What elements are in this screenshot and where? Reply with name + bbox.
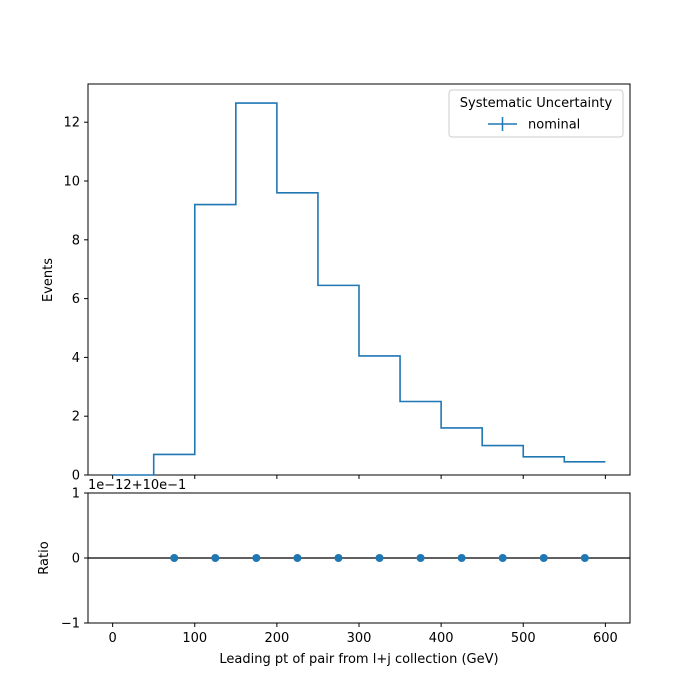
x-tick-label: 300 (347, 631, 372, 646)
main-y-tick-label: 10 (63, 175, 80, 190)
ratio-point (170, 554, 179, 562)
ratio-point (498, 554, 507, 562)
legend-box (448, 89, 624, 138)
main-y-tick-label: 6 (72, 292, 80, 307)
ratio-y-axis-label: Ratio (37, 541, 52, 574)
ratio-point (334, 554, 343, 562)
main-plot-frame (87, 83, 631, 476)
legend-marker-nominal (488, 117, 517, 131)
ratio-point (539, 554, 548, 562)
ratio-point (252, 554, 261, 562)
histogram-line-nominal (112, 102, 606, 476)
x-axis-label: Leading pt of pair from l+j collection (… (219, 652, 498, 667)
legend: Systematic Uncertainty nominal (448, 89, 624, 138)
ratio-y-tick-label: 0 (72, 552, 80, 567)
ratio-panel: −1 0 1 0 100 200 300 400 500 600 1e−12+10e−1 Rat… (37, 478, 631, 667)
x-tick-label: 500 (511, 631, 536, 646)
main-y-tick-label: 2 (72, 410, 80, 425)
main-y-tick-label: 12 (63, 116, 80, 131)
ratio-point (211, 554, 220, 562)
x-tick-label: 100 (182, 631, 207, 646)
ratio-y-tick-label: −1 (61, 617, 80, 632)
legend-title: Systematic Uncertainty (460, 96, 613, 111)
ratio-points (170, 554, 589, 562)
ratio-point (375, 554, 384, 562)
legend-entry-nominal: nominal (528, 118, 580, 133)
ratio-y-tick-label: 1 (72, 487, 80, 502)
main-y-tick-label: 0 (72, 469, 80, 484)
main-panel: 0 2 4 6 8 10 12 Events Systematic Uncertainty … (41, 83, 631, 484)
ratio-point (457, 554, 466, 562)
main-y-axis-label: Events (41, 258, 56, 302)
ratio-y-axis: −1 0 1 (61, 487, 88, 632)
ratio-offset-text: 1e−12+10e−1 (88, 478, 186, 493)
ratio-point (580, 554, 589, 562)
ratio-point (293, 554, 302, 562)
main-x-axis (112, 475, 606, 479)
x-tick-label: 600 (593, 631, 618, 646)
main-y-tick-label: 4 (72, 351, 80, 366)
x-tick-label: 0 (108, 631, 116, 646)
main-y-tick-label: 8 (72, 233, 80, 248)
ratio-x-axis: 0 100 200 300 400 500 600 (108, 623, 618, 646)
histogram-steps (112, 102, 606, 476)
x-tick-label: 400 (429, 631, 454, 646)
main-y-axis: 0 2 4 6 8 10 12 (63, 116, 88, 484)
ratio-point (416, 554, 425, 562)
x-tick-label: 200 (264, 631, 289, 646)
